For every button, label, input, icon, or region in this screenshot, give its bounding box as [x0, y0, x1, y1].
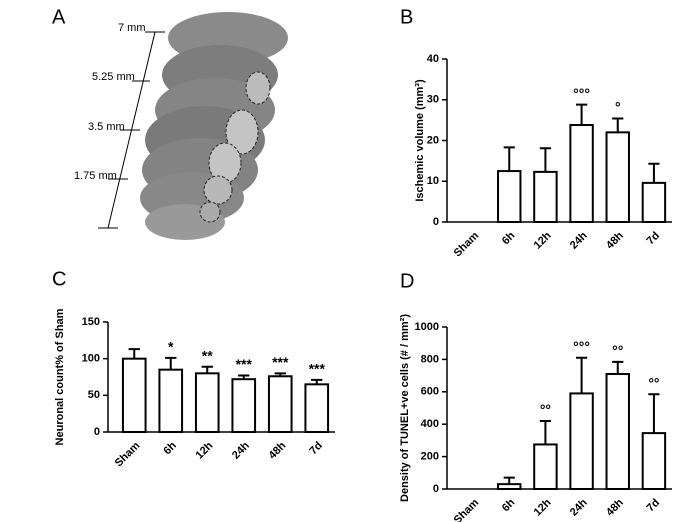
error-bar: [612, 360, 624, 374]
bar: [533, 170, 558, 224]
error-bar: [503, 146, 515, 172]
error-bar: [128, 348, 140, 359]
y-tick-label: 10: [427, 175, 439, 187]
y-tick-label: 40: [427, 53, 439, 65]
x-tick-label: 12h: [532, 230, 554, 252]
y-tick-label: 100: [82, 353, 100, 365]
x-tick-label: 24h: [568, 230, 590, 252]
x-tick-label: 6h: [500, 496, 518, 514]
panel-label: A: [52, 6, 66, 28]
bar: [194, 372, 220, 434]
bar: [605, 372, 630, 491]
y-tick-label: 0: [94, 426, 100, 438]
y-tick-label: 30: [427, 94, 439, 106]
x-tick-label: 6h: [500, 229, 518, 247]
error-bar: [575, 103, 588, 126]
x-tick-label: 24h: [230, 440, 252, 462]
y-tick-label: 50: [88, 389, 100, 401]
scale-label: 5.25 mm: [92, 71, 135, 83]
y-axis-label: Neuronal count% of Sham: [54, 308, 66, 445]
bar: [231, 378, 257, 434]
bar: [267, 375, 293, 433]
x-tick-label: 7d: [645, 497, 663, 515]
x-tick-label: Sham: [452, 497, 482, 522]
scale-label: 7 mm: [118, 22, 146, 34]
scale-label: 3.5 mm: [88, 121, 125, 133]
y-tick-label: 400: [421, 418, 439, 430]
bar: [605, 131, 630, 224]
significance: ***: [272, 354, 289, 370]
bar: [304, 383, 330, 434]
significance: *: [168, 339, 174, 355]
y-tick-label: 0: [433, 483, 439, 495]
significance: °°: [612, 343, 623, 359]
error-bar: [201, 365, 213, 374]
error-bar: [274, 372, 286, 377]
panel-label: D: [400, 270, 414, 292]
y-tick-label: 800: [421, 353, 439, 365]
bar: [641, 181, 667, 224]
significance: ***: [309, 361, 326, 377]
significance: ***: [236, 356, 253, 372]
x-tick-label: 7d: [645, 230, 663, 248]
scale-bar: [98, 31, 165, 229]
x-tick-label: 48h: [604, 230, 626, 252]
bar: [121, 357, 147, 433]
bar: [569, 392, 594, 491]
panel-label: B: [400, 6, 413, 28]
panel-label: C: [52, 268, 66, 290]
x-tick-label: 12h: [194, 440, 216, 462]
error-bar: [311, 378, 323, 385]
bar: [497, 483, 522, 491]
bar: [641, 432, 667, 490]
y-tick-label: 150: [82, 316, 100, 328]
x-tick-label: 12h: [532, 497, 554, 519]
significance: °°°: [573, 85, 590, 101]
error-bar: [539, 419, 552, 445]
x-tick-label: Sham: [452, 230, 482, 260]
error-bar: [238, 374, 250, 380]
significance: °: [615, 99, 621, 115]
error-bar: [503, 476, 515, 485]
x-tick-label: 7d: [307, 440, 325, 458]
y-tick-label: 200: [421, 451, 439, 463]
significance: °°: [540, 402, 551, 418]
error-bar: [612, 117, 624, 133]
bar: [533, 443, 558, 491]
significance: °°: [648, 375, 659, 391]
x-tick-label: 48h: [267, 440, 289, 462]
error-bar: [575, 356, 588, 394]
bar: [569, 124, 594, 223]
y-tick-label: 1000: [415, 321, 439, 333]
x-tick-label: 24h: [568, 497, 590, 519]
bar: [158, 368, 184, 433]
bar: [497, 170, 522, 223]
x-tick-label: 48h: [604, 497, 626, 519]
x-tick-label: Sham: [113, 440, 143, 470]
error-bar: [165, 356, 177, 370]
y-tick-label: 0: [433, 216, 439, 228]
significance: **: [202, 347, 213, 363]
y-axis-label: Ischemic volume (mm³): [414, 79, 426, 202]
brain-slices: [140, 12, 288, 240]
x-tick-label: 6h: [161, 439, 179, 457]
error-bar: [648, 162, 660, 183]
y-axis-label: Density of TUNEL+ve cells (# / mm²): [399, 314, 411, 502]
scale-label: 1.75 mm: [74, 170, 117, 182]
significance: °°°: [573, 338, 590, 354]
y-tick-label: 600: [421, 386, 439, 398]
error-bar: [648, 393, 660, 434]
y-tick-label: 20: [427, 134, 439, 146]
error-bar: [539, 147, 552, 172]
